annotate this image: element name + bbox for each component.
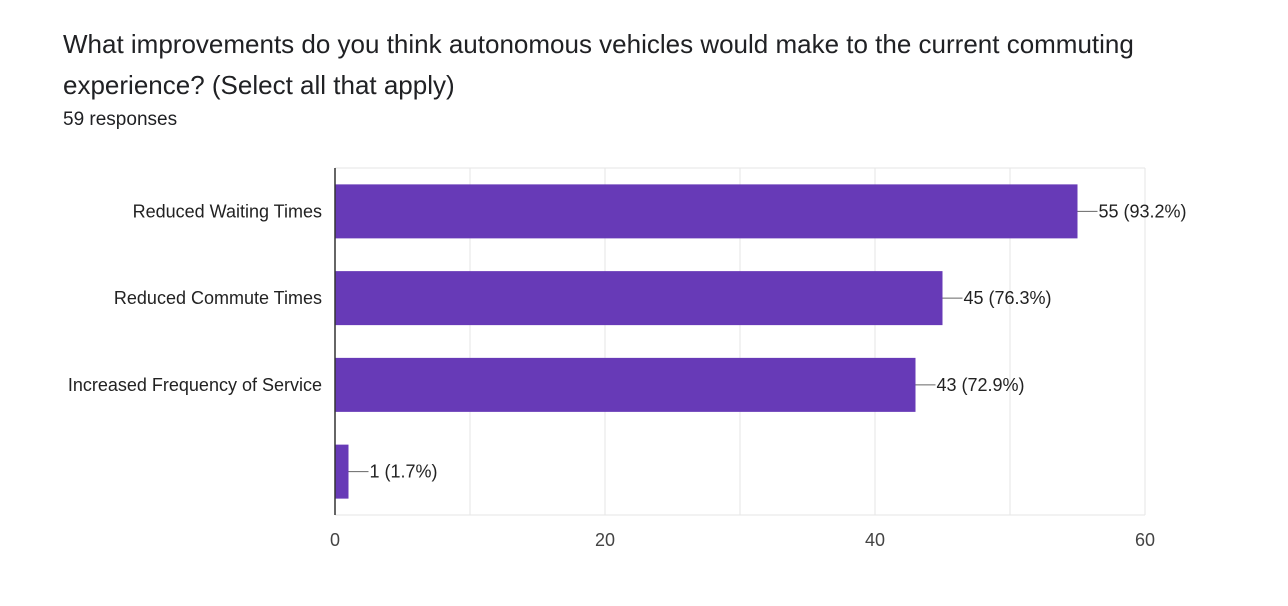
bars [335,184,1078,499]
bar[interactable] [335,184,1078,239]
data-label: 55 (93.2%) [1099,201,1187,221]
x-tick-label: 20 [595,530,615,550]
data-label: 43 (72.9%) [937,375,1025,395]
x-tick-label: 0 [330,530,340,550]
category-label: Increased Frequency of Service [68,375,322,395]
axes: 0 20 40 60 [330,168,1155,550]
x-tick-label: 60 [1135,530,1155,550]
data-label: 45 (76.3%) [964,288,1052,308]
labels: Reduced Waiting Times 55 (93.2%) Reduced C… [68,201,1187,481]
bar[interactable] [335,357,916,412]
category-label: Reduced Waiting Times [133,201,322,221]
bar[interactable] [335,271,943,326]
x-tick-label: 40 [865,530,885,550]
data-label: 1 (1.7%) [370,462,438,482]
question-title: What improvements do you think autonomou… [63,29,1134,100]
bar[interactable] [335,444,349,499]
response-count: 59 responses [63,109,178,130]
category-label: Reduced Commute Times [114,288,322,308]
